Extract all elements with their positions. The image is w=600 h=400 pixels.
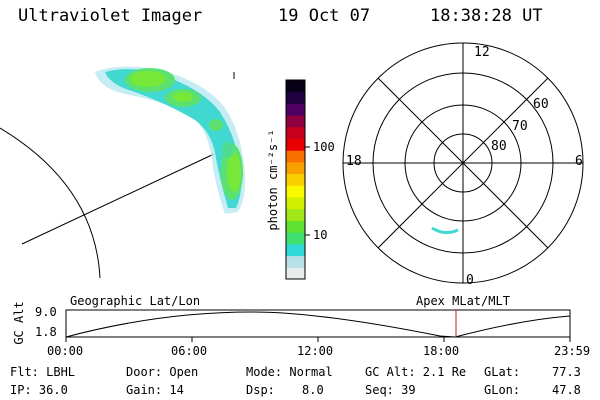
colorbar-stripe: [286, 115, 305, 128]
colorbar-stripes: [286, 80, 305, 280]
x-tick-label-1: 06:00: [171, 344, 208, 358]
polar-label-18: 18: [346, 154, 362, 169]
glon-label: GLon:: [484, 383, 521, 397]
x-tick-label-3: 18:00: [423, 344, 460, 358]
glat-label: GLat:: [484, 365, 521, 379]
polar-label-12: 12: [474, 45, 490, 60]
glon-value: 47.8: [552, 383, 581, 397]
polar-diagonal-2: [377, 77, 549, 249]
colorbar-stripe: [286, 138, 305, 151]
dsp-label: Dsp:: [246, 383, 275, 397]
polar-label-6: 6: [575, 154, 583, 169]
colorbar: [285, 79, 310, 280]
polar-plot: [342, 42, 584, 284]
ip-status: IP: 36.0: [10, 383, 68, 397]
aurora-emission: [95, 66, 246, 214]
polar-label-60: 60: [533, 97, 549, 112]
colorbar-stripe: [286, 197, 305, 210]
earth-limb: [0, 127, 101, 279]
filter-status: Flt: LBHL: [10, 365, 76, 379]
timeline-frame: [65, 309, 571, 338]
altitude-timeline: [65, 309, 571, 342]
colorbar-label-100: 100: [313, 140, 335, 154]
colorbar-stripe: [286, 255, 305, 268]
timeline-y-min: 1.8: [35, 325, 57, 339]
colorbar-frame: [285, 79, 306, 280]
colorbar-label-10: 10: [313, 228, 328, 242]
colorbar-stripe: [286, 80, 305, 93]
instrument-title: Ultraviolet Imager: [18, 6, 203, 26]
dsp-value: 8.0: [302, 383, 324, 397]
colorbar-stripe: [286, 220, 305, 233]
colorbar-stripe: [286, 173, 305, 186]
colorbar-stripe: [286, 243, 305, 257]
timeline-left-label: Geographic Lat/Lon: [70, 294, 201, 308]
mode-status: Mode: Normal: [246, 365, 333, 379]
timeline-y-max: 9.0: [35, 305, 57, 319]
colorbar-stripe: [286, 267, 305, 280]
altitude-curve: [65, 311, 571, 338]
x-tick-label-4: 23:59: [554, 344, 591, 358]
timeline-axis-title: GC Alt: [12, 301, 26, 345]
colorbar-stripe: [286, 91, 305, 104]
meridian-line: [21, 153, 215, 245]
gc-alt-status: GC Alt: 2.1 Re: [365, 365, 467, 379]
geo-image-panel: [0, 66, 246, 279]
polar-label-70: 70: [512, 119, 528, 134]
x-tick-label-0: 00:00: [47, 344, 84, 358]
door-status: Door: Open: [126, 365, 199, 379]
colorbar-stripe: [286, 232, 305, 245]
gain-status: Gain: 14: [126, 383, 184, 397]
polar-label-80: 80: [491, 139, 507, 154]
seq-status: Seq: 39: [365, 383, 416, 397]
colorbar-unit-label: photon cm⁻²s⁻¹: [266, 129, 280, 231]
date-label: 19 Oct 07: [278, 6, 371, 26]
colorbar-stripe: [286, 150, 305, 163]
colorbar-stripe: [286, 103, 305, 116]
colorbar-stripe: [286, 161, 305, 175]
colorbar-stripe: [286, 126, 305, 140]
x-tick-label-2: 12:00: [297, 344, 334, 358]
polar-label-0: 0: [466, 273, 474, 288]
polar-aurora-trace: [431, 226, 459, 235]
colorbar-stripe: [286, 185, 305, 198]
colorbar-stripe: [286, 208, 305, 221]
glat-value: 77.3: [552, 365, 581, 379]
timeline-right-label: Apex MLat/MLT: [416, 294, 510, 308]
time-label: 18:38:28 UT: [430, 6, 543, 26]
